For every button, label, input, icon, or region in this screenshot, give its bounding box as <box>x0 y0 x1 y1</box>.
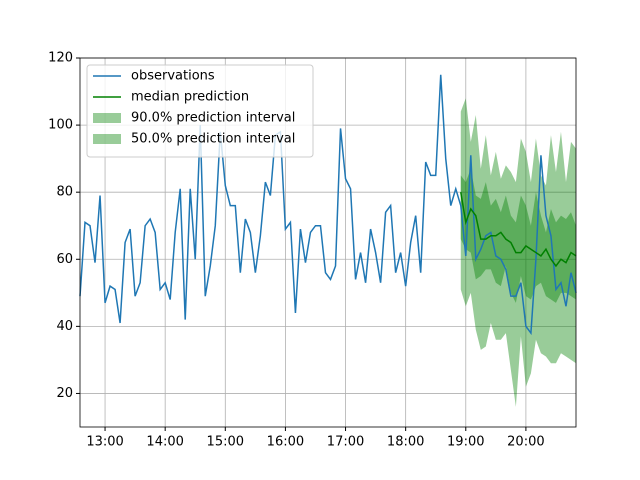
series-line <box>460 192 577 268</box>
x-tick-label: 20:00 <box>507 435 544 450</box>
series-line <box>79 74 577 336</box>
y-tick-label: 120 <box>48 51 73 66</box>
prediction-band <box>460 168 576 303</box>
x-tick-label: 17:00 <box>327 435 364 450</box>
legend-label: observations <box>131 69 215 84</box>
y-tick-label: 40 <box>56 319 73 334</box>
legend-label: 50.0% prediction interval <box>131 132 295 147</box>
x-tick-label: 16:00 <box>267 435 304 450</box>
x-tick-label: 18:00 <box>387 435 424 450</box>
x-tick-label: 19:00 <box>447 435 484 450</box>
x-tick-label: 13:00 <box>86 435 123 450</box>
y-tick-label: 100 <box>48 118 73 133</box>
plot-frame <box>79 57 577 428</box>
y-tick-label: 20 <box>56 386 73 401</box>
legend-box <box>86 64 314 158</box>
x-tick-label: 14:00 <box>146 435 183 450</box>
legend-patch <box>93 113 121 123</box>
legend-patch <box>93 134 121 144</box>
legend-label: 90.0% prediction interval <box>131 111 295 126</box>
y-tick-label: 60 <box>56 252 73 267</box>
x-tick-label: 15:00 <box>207 435 244 450</box>
legend-label: median prediction <box>131 90 249 105</box>
y-tick-label: 80 <box>56 185 73 200</box>
